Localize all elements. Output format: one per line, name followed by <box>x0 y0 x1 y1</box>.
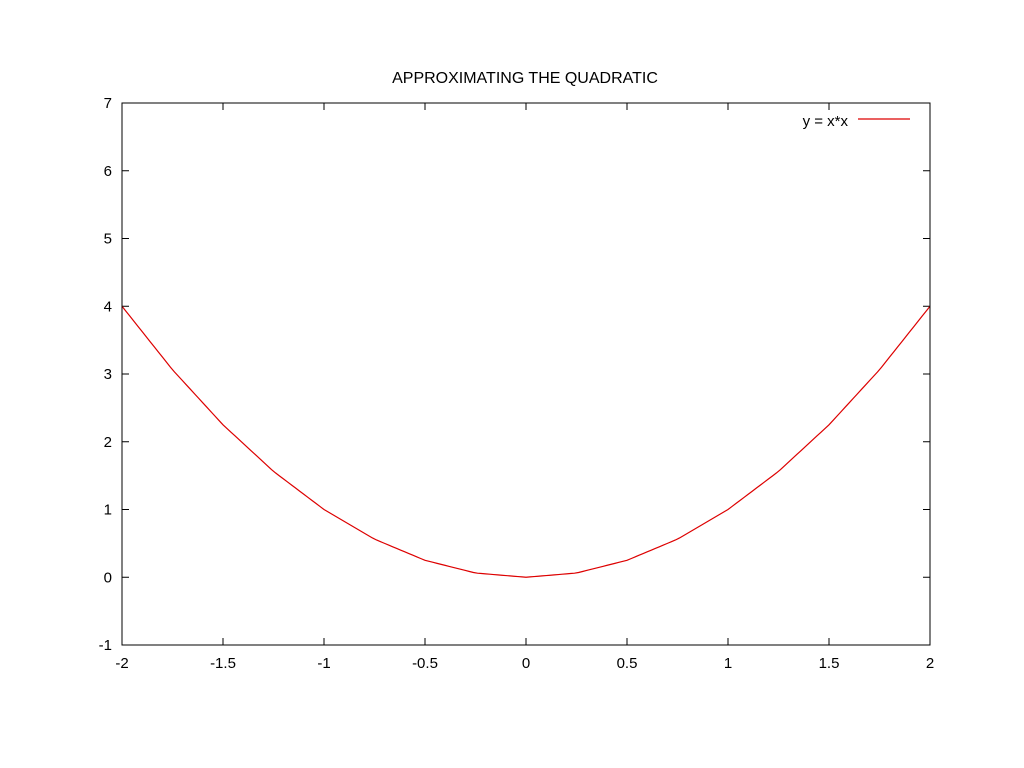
y-tick-label: 7 <box>104 95 112 112</box>
y-tick-label: 1 <box>104 502 112 519</box>
y-tick-label: 2 <box>104 434 112 451</box>
series-layer <box>121 305 931 578</box>
y-tick-label: 3 <box>104 366 112 383</box>
x-tick-label: -1.5 <box>210 655 236 672</box>
x-tick-label: 1.5 <box>819 655 840 672</box>
y-tick-label: 5 <box>104 231 112 248</box>
x-tick-label: 0 <box>522 655 530 672</box>
x-tick-label: 0.5 <box>617 655 638 672</box>
x-tick-label: 1 <box>724 655 732 672</box>
y-tick-label: -1 <box>99 637 112 654</box>
x-tick-label: -2 <box>115 655 128 672</box>
chart-title: APPROXIMATING THE QUADRATIC <box>392 70 658 87</box>
x-tick-label: 2 <box>926 655 934 672</box>
x-tick-label: -0.5 <box>412 655 438 672</box>
y-tick-label: 0 <box>104 569 112 586</box>
legend-label: y = x*x <box>803 113 849 130</box>
x-tick-label: -1 <box>317 655 330 672</box>
y-tick-label: 4 <box>104 298 112 315</box>
plot-frame <box>121 102 931 646</box>
ticks-layer: -2 -1.5 -1 -0.5 0 0.5 1 1.5 2 -1 0 1 2 3 4 5 6 7 <box>99 95 935 672</box>
legend: y = x*x <box>803 113 910 130</box>
y-tick-label: 6 <box>104 163 112 180</box>
series-line <box>121 305 931 578</box>
